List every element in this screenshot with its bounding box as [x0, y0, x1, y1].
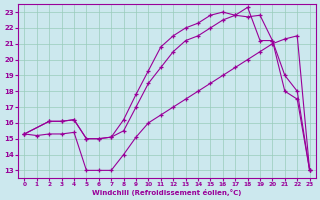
X-axis label: Windchill (Refroidissement éolien,°C): Windchill (Refroidissement éolien,°C) — [92, 189, 242, 196]
